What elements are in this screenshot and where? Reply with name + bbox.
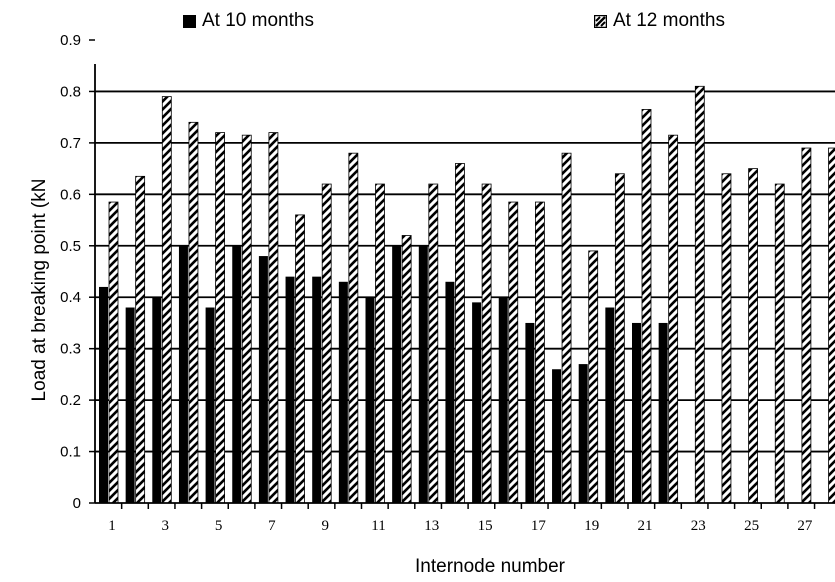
y-tick-label: 0: [73, 495, 81, 512]
bar-12-months: [135, 175, 146, 504]
bar-12-months: [535, 201, 545, 504]
x-tick-label: 3: [162, 518, 170, 534]
bar-12-months: [295, 214, 305, 504]
legend-label-10-months: At 10 months: [202, 10, 314, 31]
bar-10-months: [152, 297, 162, 503]
bar-10-months: [312, 276, 322, 503]
bar-12-months: [455, 163, 465, 504]
bar-12-months: [241, 134, 252, 504]
y-tick-label: 0.2: [60, 392, 81, 409]
tick-labels: 00.10.20.30.40.50.60.70.80.91 3 5 7 9 11 13 15 1…: [60, 32, 813, 534]
bar-12-months: [401, 235, 412, 504]
bar-12-months: [614, 173, 625, 504]
bar-12-months: [668, 134, 679, 504]
bar-10-months: [99, 286, 108, 503]
x-axis-title: Internode number: [415, 556, 566, 577]
bar-12-months: [108, 201, 119, 504]
axes: [89, 39, 835, 509]
x-tick-label: 19: [584, 518, 599, 534]
y-tick-label: 0.8: [60, 83, 81, 100]
y-tick-label: 0.7: [60, 135, 81, 152]
y-tick-label: 0.9: [60, 32, 81, 49]
bar-12-months: [508, 201, 519, 504]
y-axis-title: Load at breaking point (kN: [29, 179, 50, 402]
x-tick-label: 11: [371, 518, 385, 534]
bar-10-months: [392, 245, 402, 503]
x-tick-label: 1: [108, 518, 116, 534]
legend-item-12-months: At 12 months: [594, 10, 725, 32]
bar-12-months: [828, 147, 835, 504]
bar-10-months: [525, 322, 535, 503]
bar-10-months: [338, 281, 348, 503]
bar-12-months: [748, 168, 758, 504]
bar-10-months: [578, 364, 588, 503]
bars: [99, 85, 835, 504]
bar-12-months: [321, 183, 332, 504]
bar-12-months: [801, 147, 812, 504]
x-tick-label: 7: [268, 518, 276, 534]
x-tick-label: 17: [531, 518, 547, 534]
bar-12-months: [561, 152, 572, 504]
bar-10-months: [285, 276, 295, 503]
y-tick-label: 0.1: [60, 444, 81, 461]
legend-item-10-months: At 10 months: [183, 10, 314, 32]
legend-swatch-solid: [183, 14, 196, 28]
bar-12-months: [774, 183, 785, 504]
y-tick-label: 0.3: [60, 341, 81, 358]
bar-12-months: [215, 132, 226, 504]
bar-12-months: [161, 96, 172, 504]
bar-12-months: [428, 183, 439, 504]
x-tick-label: 21: [638, 518, 653, 534]
legend-label-12-months: At 12 months: [613, 10, 725, 31]
bar-10-months: [552, 369, 562, 503]
y-tick-label: 0.5: [60, 238, 81, 255]
bar-10-months: [258, 256, 268, 503]
x-tick-label: 27: [797, 518, 813, 534]
bar-12-months: [188, 121, 199, 504]
bar-10-months: [418, 245, 428, 503]
bar-10-months: [205, 307, 215, 503]
y-tick-label: 0.4: [60, 289, 81, 306]
x-tick-label: 5: [215, 518, 223, 534]
x-tick-label: 9: [321, 518, 329, 534]
legend-swatch-hatched: [594, 14, 607, 28]
bar-12-months: [641, 109, 652, 504]
bar-12-months: [694, 85, 705, 504]
x-tick-label: 15: [478, 518, 493, 534]
bar-12-months: [588, 250, 599, 504]
bar-12-months: [481, 183, 492, 504]
x-tick-label: 13: [424, 518, 439, 534]
bar-10-months: [472, 302, 482, 503]
bar-10-months: [658, 322, 668, 503]
bar-10-months: [605, 307, 615, 503]
y-tick-label: 0.6: [60, 186, 81, 203]
x-tick-label: 25: [744, 518, 759, 534]
x-tick-label: 23: [691, 518, 706, 534]
bar-12-months: [348, 152, 359, 504]
bar-12-months: [375, 183, 385, 504]
bar-10-months: [445, 281, 455, 503]
bar-12-months: [268, 132, 279, 504]
bar-12-months: [721, 173, 732, 504]
bar-10-months: [178, 245, 188, 503]
bar-10-months: [498, 297, 508, 503]
bar-10-months: [125, 307, 135, 503]
bar-10-months: [365, 297, 375, 503]
bar-10-months: [232, 245, 242, 503]
bar-10-months: [632, 322, 641, 503]
